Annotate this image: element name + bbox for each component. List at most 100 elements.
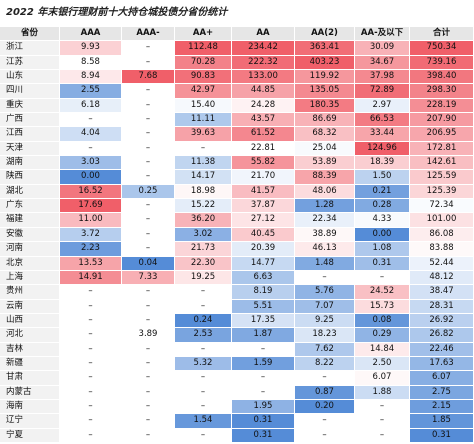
- value-cell: 363.41: [295, 41, 355, 55]
- value-cell: –: [295, 428, 355, 442]
- header-row: 省份 AAA AAA- AA+ AA AA(2) AA-及以下 合计: [0, 27, 474, 42]
- value-cell: 4.04: [60, 127, 122, 141]
- value-cell: –: [122, 127, 175, 141]
- table-row: 湖北 16.52 0.25 18.98 41.57 48.06 0.21 125.39: [0, 184, 474, 200]
- value-cell: 0.20: [295, 399, 355, 414]
- value-cell: 39.63: [175, 127, 232, 141]
- value-cell: 24.28: [232, 98, 295, 113]
- value-cell: 61.52: [232, 127, 295, 141]
- value-cell: 5.51: [232, 299, 295, 313]
- value-cell: 68.32: [295, 127, 355, 141]
- value-cell: –: [60, 428, 122, 442]
- province: 云南: [0, 299, 60, 313]
- value-cell: –: [60, 371, 122, 385]
- value-cell: –: [60, 356, 122, 371]
- province: 天津: [0, 141, 60, 156]
- value-cell: –: [175, 299, 232, 313]
- value-cell: 0.87: [295, 385, 355, 399]
- value-cell: 7.62: [295, 342, 355, 356]
- value-cell: –: [355, 270, 410, 285]
- table-row: 浙江 9.93–112.48 234.42 363.41 30.09 750.34: [0, 41, 474, 56]
- value-cell: –: [122, 342, 175, 356]
- value-cell: 403.23: [295, 55, 355, 70]
- province: 陕西: [0, 170, 60, 184]
- value-cell: 135.05: [295, 84, 355, 98]
- value-cell: –: [60, 385, 122, 399]
- value-cell: 24.52: [355, 285, 410, 299]
- value-cell: 3.02: [175, 227, 232, 242]
- province: 安徽: [0, 227, 60, 242]
- value-cell: 30.09: [355, 41, 410, 55]
- province: 甘肃: [0, 371, 60, 385]
- value-cell: 20.39: [232, 242, 295, 256]
- value-cell: 13.53: [60, 256, 122, 270]
- value-cell: –: [60, 342, 122, 356]
- value-cell: 6.07: [410, 371, 474, 385]
- value-cell: –: [295, 414, 355, 428]
- value-cell: –: [122, 428, 175, 442]
- table-row: 贵州 – – –8.19 5.76 24.52 38.47: [0, 285, 474, 300]
- province: 新疆: [0, 356, 60, 371]
- value-cell: –: [60, 414, 122, 428]
- value-cell: 0.00: [60, 170, 122, 184]
- value-cell: 48.06: [295, 184, 355, 199]
- value-cell: –: [122, 213, 175, 227]
- value-cell: –: [122, 313, 175, 328]
- value-cell: –: [175, 428, 232, 442]
- value-cell: 3.03: [60, 156, 122, 170]
- value-cell: –: [122, 285, 175, 299]
- value-cell: –: [175, 371, 232, 385]
- value-cell: 86.08: [410, 227, 474, 242]
- column-header: AAA: [60, 27, 122, 41]
- value-cell: 133.00: [232, 70, 295, 84]
- province: 重庆: [0, 98, 60, 113]
- value-cell: –: [60, 141, 122, 156]
- table-row: 上海 14.91 7.33 19.25 6.63– –48.12: [0, 270, 474, 286]
- value-cell: 112.48: [175, 41, 232, 55]
- table-row: 四川 2.55–42.97 44.85 135.05 72.89 298.30: [0, 84, 474, 99]
- value-cell: 6.07: [355, 371, 410, 385]
- value-cell: 44.85: [232, 84, 295, 98]
- value-cell: 21.70: [232, 170, 295, 184]
- value-cell: 0.25: [122, 184, 175, 199]
- value-cell: 750.34: [410, 41, 474, 55]
- value-cell: 6.63: [232, 270, 295, 285]
- value-cell: –: [295, 371, 355, 385]
- value-cell: –: [122, 98, 175, 113]
- value-cell: 86.69: [295, 113, 355, 127]
- value-cell: 125.59: [410, 170, 474, 184]
- value-cell: 38.89: [295, 227, 355, 242]
- province: 辽宁: [0, 414, 60, 428]
- table-row: 辽宁 – –1.54 0.31– –1.85: [0, 414, 474, 429]
- value-cell: 0.21: [355, 184, 410, 199]
- column-header: AA(2): [295, 27, 355, 41]
- value-cell: 14.84: [355, 342, 410, 356]
- value-cell: 18.98: [175, 184, 232, 199]
- value-cell: 1.88: [355, 385, 410, 399]
- table-row: 河南 2.23–21.73 20.39 46.13 1.08 83.88: [0, 242, 474, 257]
- value-cell: 22.46: [410, 342, 474, 356]
- column-header: AAA-: [122, 27, 175, 41]
- value-cell: 6.18: [60, 98, 122, 113]
- value-cell: –: [122, 242, 175, 256]
- column-header: AA: [232, 27, 295, 41]
- value-cell: 17.63: [410, 356, 474, 371]
- value-cell: 228.19: [410, 98, 474, 113]
- value-cell: 26.92: [410, 313, 474, 328]
- value-cell: 88.39: [295, 170, 355, 184]
- value-cell: 7.07: [295, 299, 355, 313]
- table-row: 宁夏 – – –0.31– –0.31: [0, 428, 474, 443]
- table-row: 内蒙古 – – – –0.87 1.88 2.75: [0, 385, 474, 400]
- province: 江西: [0, 127, 60, 141]
- value-cell: 83.88: [410, 242, 474, 256]
- value-cell: –: [295, 270, 355, 285]
- value-cell: –: [60, 399, 122, 414]
- province: 宁夏: [0, 428, 60, 442]
- value-cell: 36.20: [175, 213, 232, 227]
- value-cell: 2.97: [355, 98, 410, 113]
- value-cell: 0.31: [355, 256, 410, 270]
- province: 山东: [0, 70, 60, 84]
- value-cell: –: [175, 342, 232, 356]
- value-cell: 11.38: [175, 156, 232, 170]
